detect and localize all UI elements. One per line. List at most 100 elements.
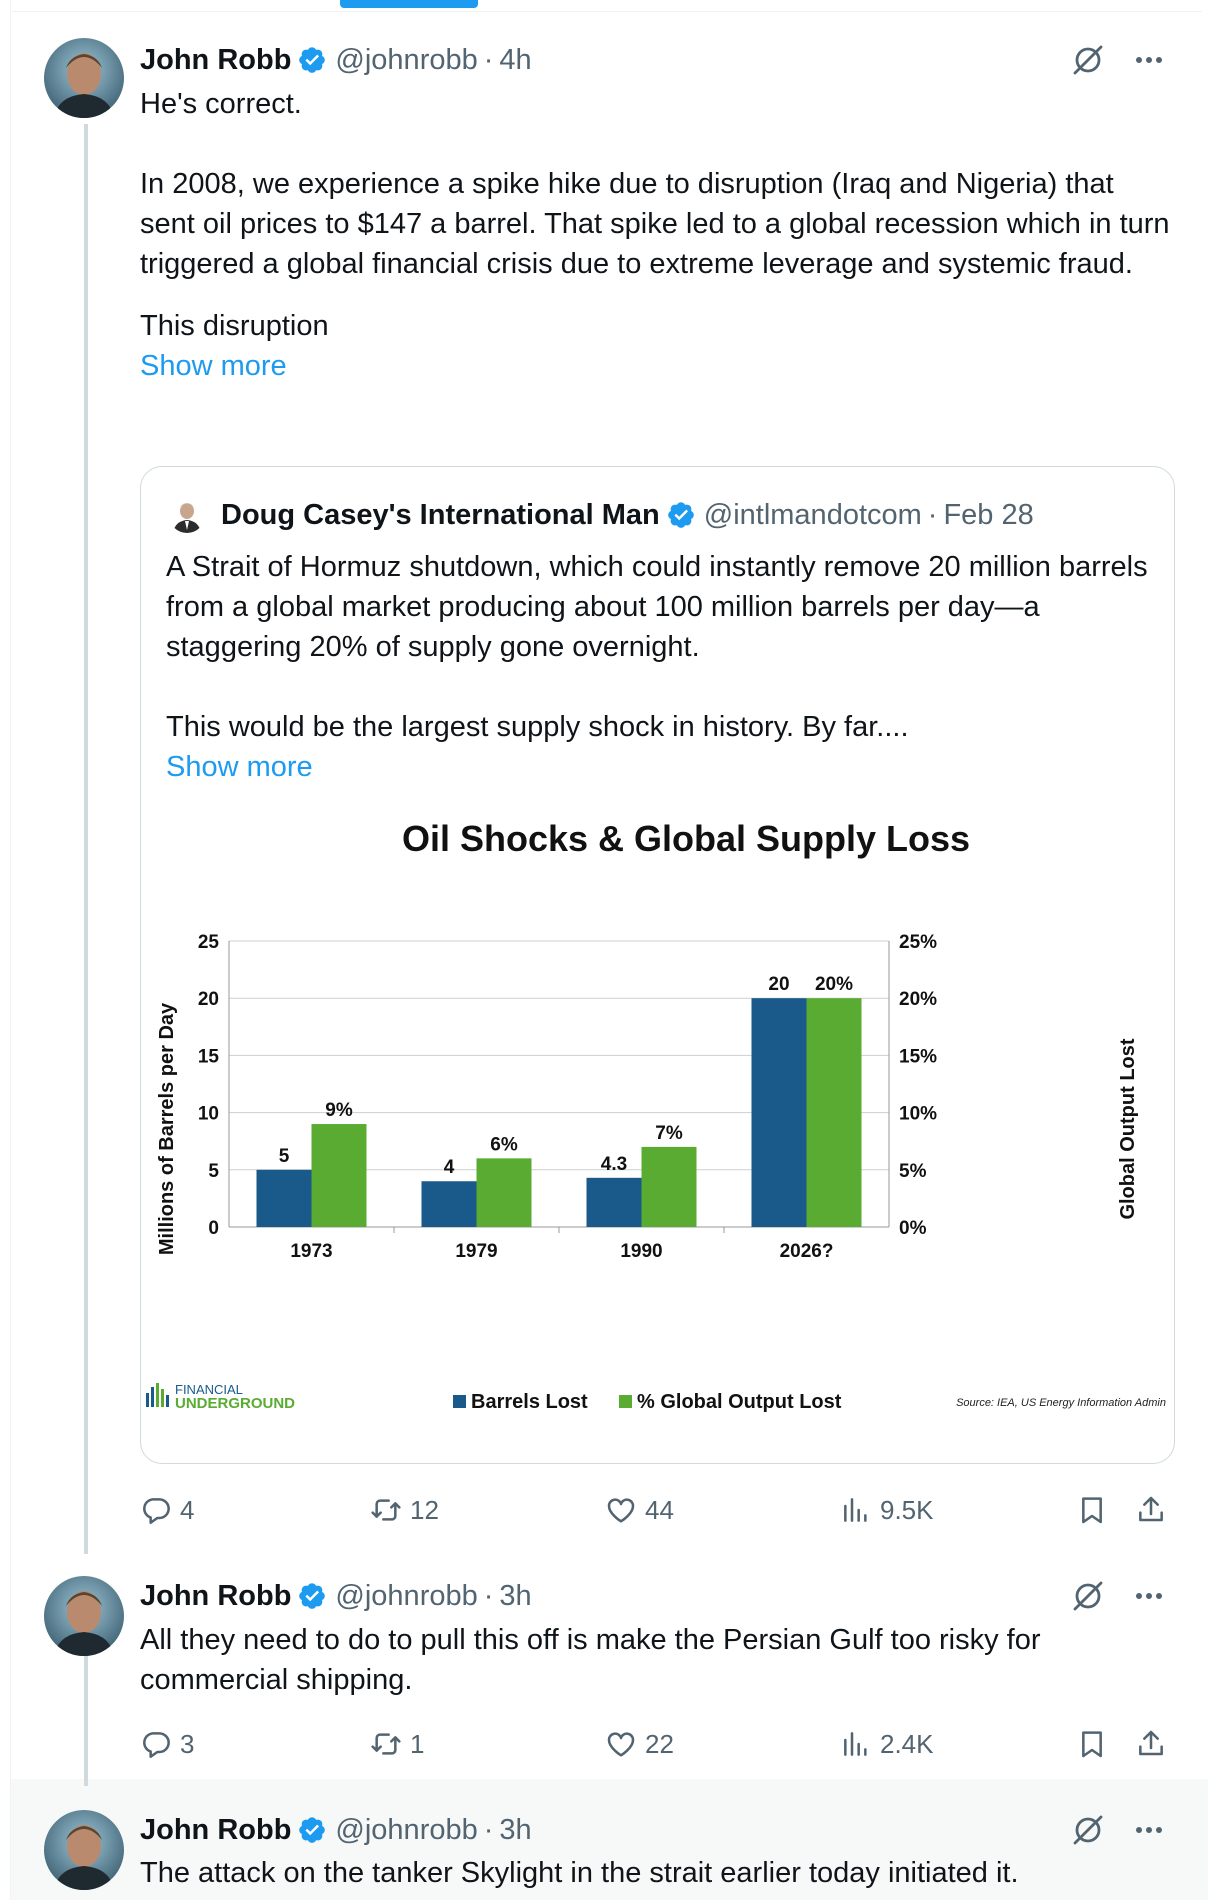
- bar-percent-output-lost: [806, 998, 862, 1227]
- author-name[interactable]: John Robb: [140, 1579, 292, 1612]
- x-tick-label: 2026?: [780, 1241, 834, 1262]
- author-handle[interactable]: @johnrobb: [335, 43, 478, 76]
- tweet-header: John Robb @johnrobb · 3h: [140, 1810, 532, 1850]
- avatar[interactable]: [44, 1810, 124, 1890]
- quoted-tweet-card[interactable]: Doug Casey's International Man @intlmand…: [140, 466, 1175, 1464]
- quoted-tweet-text: A Strait of Hormuz shutdown, which could…: [166, 547, 1156, 787]
- repost-count: 12: [410, 1494, 439, 1525]
- verified-badge-icon: [299, 1817, 326, 1843]
- y-tick-label: 25: [198, 932, 220, 953]
- show-more-link[interactable]: Show more: [140, 350, 287, 382]
- x-tick-label: 1979: [455, 1241, 497, 1262]
- reply-count: 3: [180, 1728, 195, 1759]
- y-tick-label: 10: [198, 1104, 219, 1125]
- share-button[interactable]: [1135, 1490, 1167, 1530]
- repost-count: 1: [410, 1728, 425, 1759]
- quoted-tweet-header: Doug Casey's International Man @intlmand…: [221, 495, 1034, 535]
- bar-percent-output-lost: [641, 1146, 697, 1227]
- bar-percent-output-lost: [476, 1158, 532, 1227]
- views-count: 2.4K: [880, 1728, 934, 1759]
- views-button[interactable]: 9.5K: [840, 1490, 934, 1530]
- views-button[interactable]: 2.4K: [840, 1724, 934, 1764]
- timestamp[interactable]: 3h: [499, 1579, 532, 1612]
- y2-tick-label: 10%: [899, 1104, 937, 1125]
- repost-icon: [371, 1733, 401, 1755]
- timestamp[interactable]: 3h: [499, 1813, 532, 1846]
- views-icon: [844, 1732, 867, 1756]
- heart-icon: [607, 1732, 635, 1757]
- quoted-timestamp: Feb 28: [943, 498, 1034, 531]
- legend-swatch-barrels: [453, 1395, 466, 1408]
- author-name[interactable]: John Robb: [140, 1813, 292, 1846]
- more-options-icon[interactable]: [1132, 1813, 1166, 1847]
- tweet-header: John Robb @johnrobb · 4h: [140, 40, 532, 80]
- show-more-link[interactable]: Show more: [166, 751, 313, 783]
- avatar[interactable]: [44, 38, 124, 118]
- verified-badge-icon: [299, 1583, 326, 1609]
- bar-percent-output-lost: [311, 1124, 367, 1227]
- author-handle[interactable]: @johnrobb: [335, 1813, 478, 1846]
- grok-icon[interactable]: [1070, 1578, 1106, 1614]
- tweet-paragraph: In 2008, we experience a spike hike due …: [140, 168, 1170, 280]
- tweet-header-icons: [1070, 40, 1166, 80]
- tweet-text: All they need to do to pull this off is …: [140, 1620, 1170, 1700]
- grok-icon[interactable]: [1070, 42, 1106, 78]
- data-label-barrels: 4.3: [601, 1154, 627, 1175]
- thread-line: [84, 124, 88, 1554]
- tweet-paragraph: He's correct.: [140, 88, 302, 120]
- like-button[interactable]: 22: [605, 1724, 674, 1764]
- separator-dot: ·: [927, 498, 938, 531]
- data-label-barrels: 20: [768, 974, 789, 995]
- repost-button[interactable]: 1: [370, 1724, 424, 1764]
- repost-icon: [371, 1499, 401, 1521]
- more-options-icon[interactable]: [1132, 43, 1166, 77]
- verified-badge-icon: [299, 47, 326, 73]
- author-handle[interactable]: @johnrobb: [335, 1579, 478, 1612]
- y-tick-label: 20: [198, 989, 219, 1010]
- reply-button[interactable]: 3: [140, 1724, 194, 1764]
- x-tick-label: 1990: [620, 1241, 662, 1262]
- legend-label-percent: % Global Output Lost: [637, 1391, 842, 1413]
- author-name[interactable]: John Robb: [140, 43, 292, 76]
- y2-axis-label: Global Output Lost: [1117, 1038, 1139, 1219]
- avatar[interactable]: [44, 1576, 124, 1656]
- more-options-icon[interactable]: [1132, 1579, 1166, 1613]
- separator-dot: ·: [483, 1813, 494, 1846]
- share-button[interactable]: [1135, 1724, 1167, 1764]
- y2-tick-label: 20%: [899, 989, 937, 1010]
- data-label-percent: 6%: [490, 1134, 518, 1155]
- y2-tick-label: 0%: [899, 1218, 927, 1239]
- active-tab-indicator: [340, 0, 478, 8]
- separator-dot: ·: [483, 1579, 494, 1612]
- share-icon: [1139, 1730, 1163, 1756]
- x-tick-label: 1973: [290, 1241, 332, 1262]
- top-divider: [12, 11, 1202, 12]
- reply-button[interactable]: 4: [140, 1490, 194, 1530]
- chart-logo: FINANCIAL UNDERGROUND: [146, 1382, 295, 1412]
- reply-icon: [143, 1732, 170, 1758]
- logo-text-top: FINANCIAL: [175, 1382, 243, 1397]
- timeline-left-border: [10, 0, 11, 1900]
- data-label-percent: 7%: [655, 1123, 683, 1144]
- bar-barrels-lost: [751, 998, 807, 1227]
- logo-text-bottom: UNDERGROUND: [175, 1395, 295, 1412]
- tweet-paragraph: This disruption: [140, 310, 329, 342]
- chart-legend: Barrels Lost % Global Output Lost: [453, 1391, 842, 1413]
- bookmark-button[interactable]: [1076, 1490, 1108, 1530]
- reply-count: 4: [180, 1494, 195, 1525]
- y-tick-label: 0: [208, 1218, 219, 1239]
- share-icon: [1139, 1496, 1163, 1522]
- repost-button[interactable]: 12: [370, 1490, 439, 1530]
- quoted-paragraph: A Strait of Hormuz shutdown, which could…: [166, 551, 1148, 663]
- chart-image[interactable]: Oil Shocks & Global Supply Loss Millions…: [141, 811, 1174, 1451]
- heart-icon: [607, 1498, 635, 1523]
- tweet-3-background: [11, 1779, 1208, 1900]
- like-button[interactable]: 44: [605, 1490, 674, 1530]
- verified-badge-icon: [667, 502, 694, 528]
- timestamp[interactable]: 4h: [499, 43, 532, 76]
- reply-icon: [143, 1498, 170, 1524]
- bookmark-button[interactable]: [1076, 1724, 1108, 1764]
- bar-barrels-lost: [256, 1169, 312, 1227]
- grok-icon[interactable]: [1070, 1812, 1106, 1848]
- quoted-avatar: [169, 497, 205, 533]
